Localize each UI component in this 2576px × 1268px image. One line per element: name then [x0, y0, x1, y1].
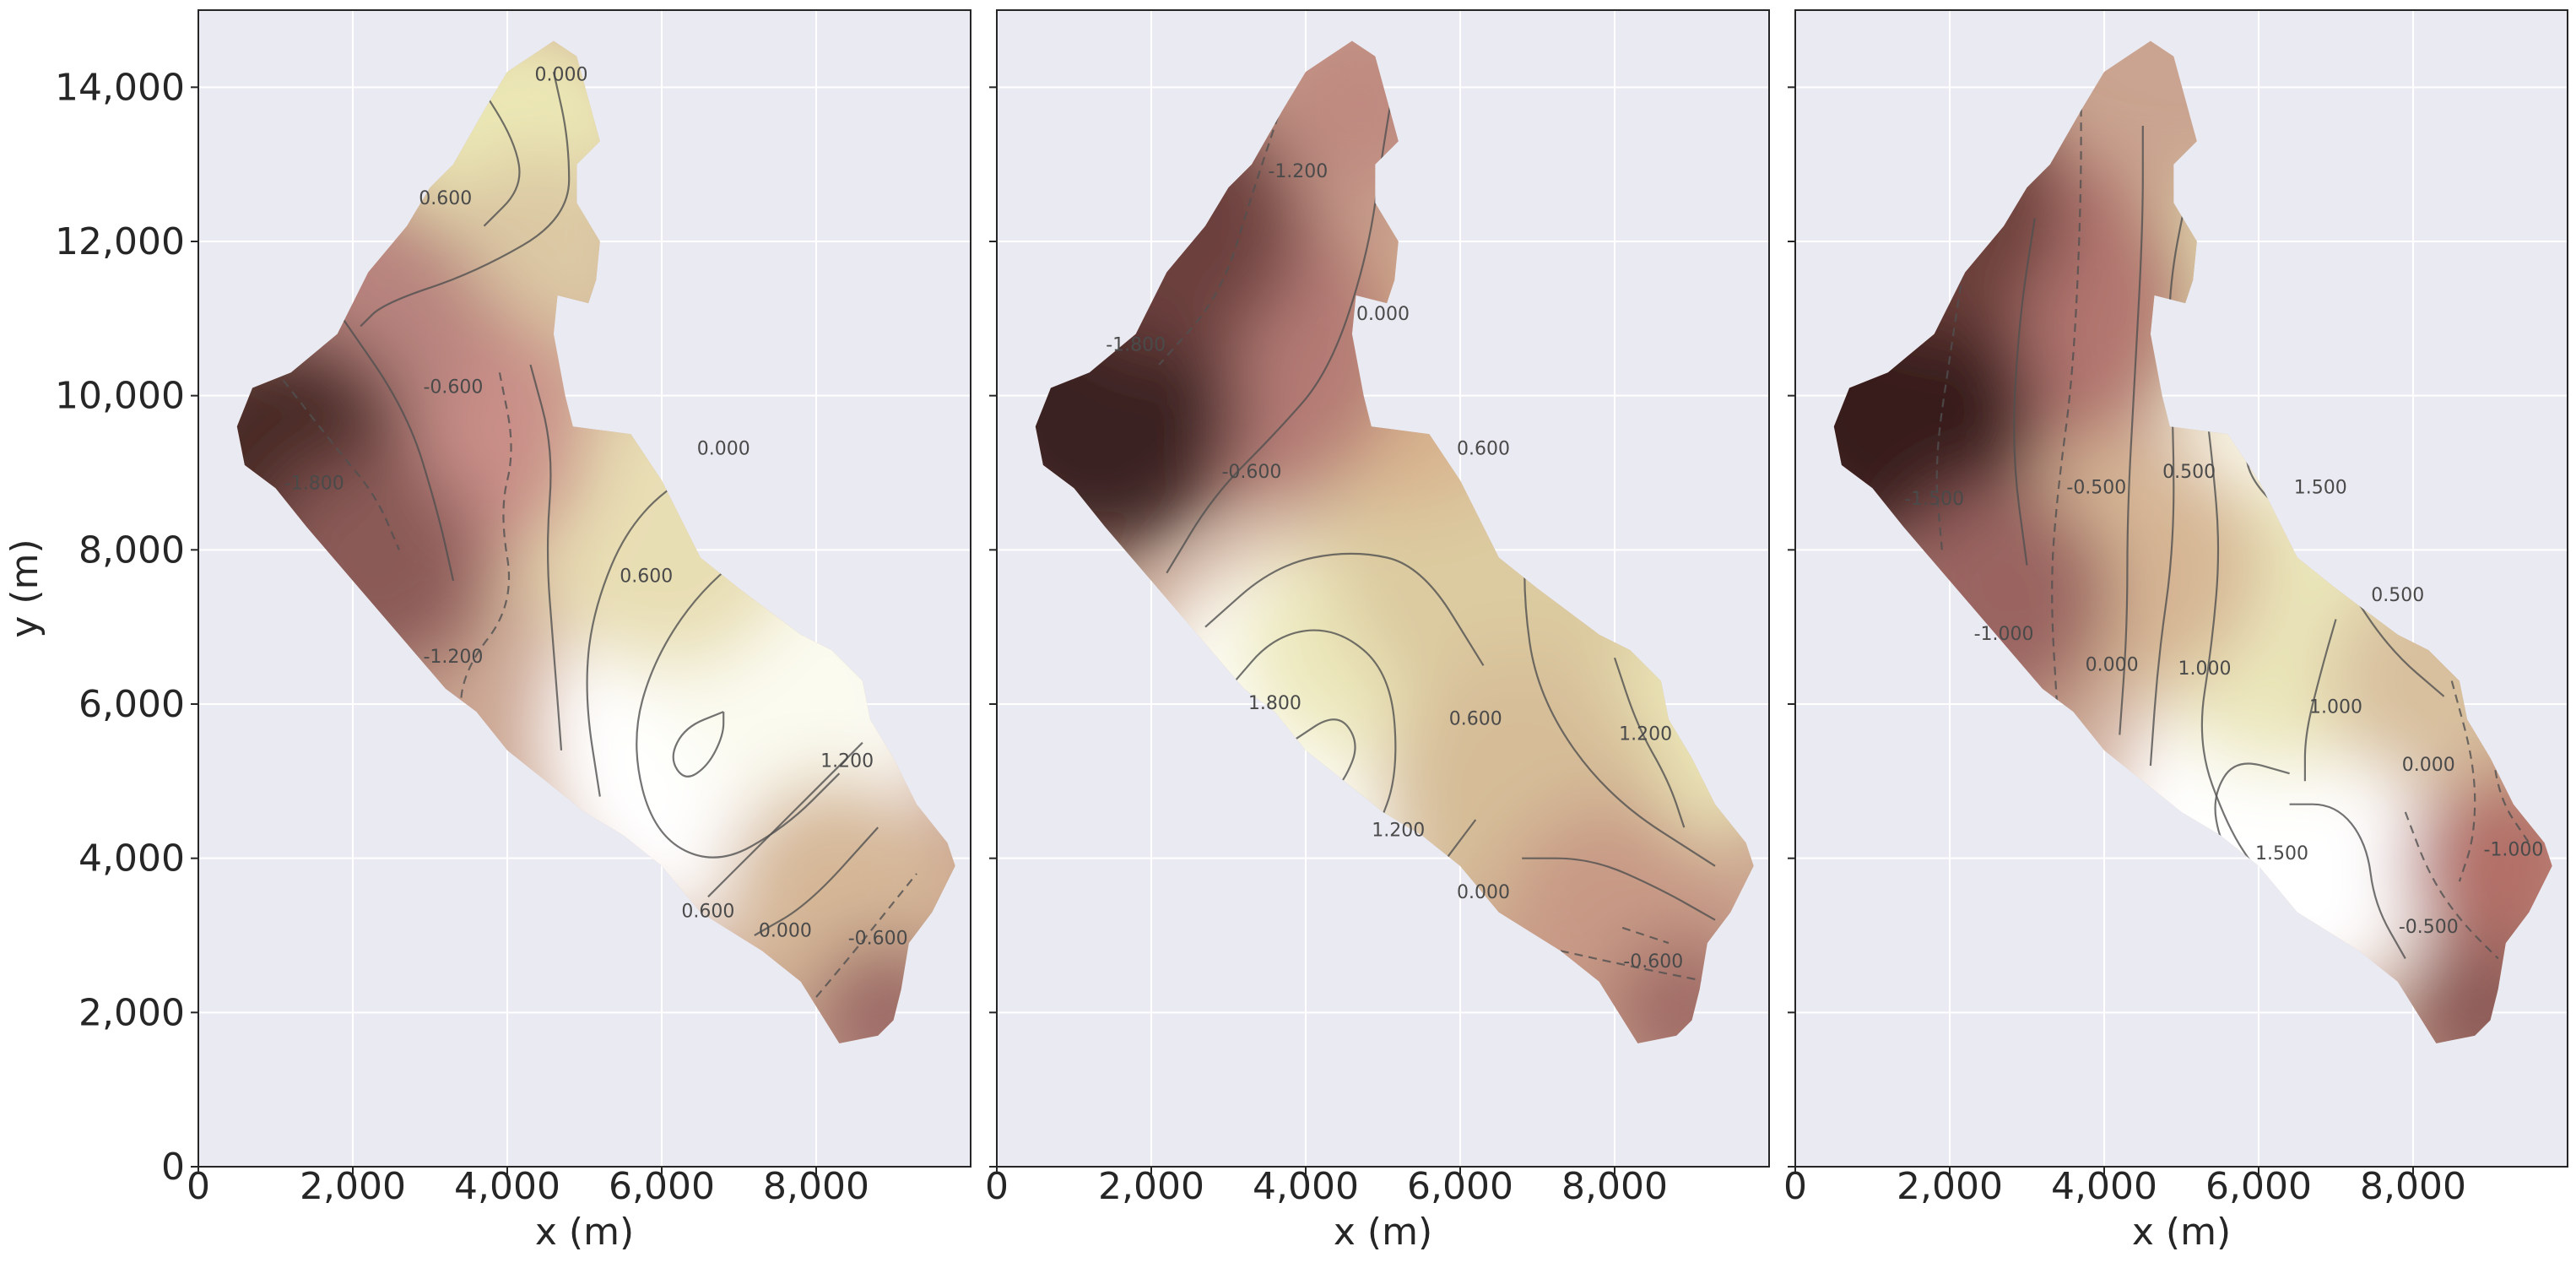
contour-line: [1158, 102, 1284, 366]
y-tick-label: 0: [161, 1146, 185, 1189]
y-tick-label: 10,000: [55, 375, 185, 418]
contour-label: -0.500: [2066, 477, 2126, 498]
contour-label: 0.000: [1356, 304, 1410, 325]
contour-label: -0.500: [2399, 917, 2459, 938]
contour-line: [815, 873, 917, 998]
contour-line: [2051, 79, 2082, 720]
x-tick-label: 2,000: [1897, 1165, 2003, 1208]
y-tick-label: 6,000: [78, 683, 185, 726]
contour-label: 0.600: [419, 188, 472, 209]
contour-label: -0.600: [1623, 951, 1683, 973]
contour-label: 0.000: [697, 439, 750, 460]
contour-label: -1.500: [1904, 489, 1964, 510]
contour-line: [754, 826, 879, 936]
x-tick-label: 8,000: [1561, 1165, 1668, 1208]
contour-line: [1204, 552, 1485, 666]
field-blob: [1833, 267, 2039, 555]
contour-label: 0.000: [2402, 755, 2455, 776]
contour-line: [1560, 950, 1708, 983]
contour-line: [1935, 257, 1967, 550]
contour-line: [1227, 629, 1397, 836]
contour-label: 0.600: [1449, 708, 1502, 729]
y-tick-label: 4,000: [78, 837, 185, 881]
x-tick-label: 8,000: [2360, 1165, 2466, 1208]
x-tick-label: 2,000: [300, 1165, 406, 1208]
x-tick-label: 6,000: [1407, 1165, 1513, 1208]
contour-label: 0.500: [2162, 462, 2216, 483]
contour-label: -1.800: [284, 474, 344, 495]
contour-label: 1.200: [1619, 724, 1672, 745]
contour-line: [2013, 218, 2036, 566]
y-tick-label: 12,000: [55, 220, 185, 263]
y-tick-label: 8,000: [78, 528, 185, 572]
contour-label: -1.000: [2483, 840, 2543, 861]
contour-line: [1621, 926, 1670, 945]
x-tick-label: 6,000: [2205, 1165, 2312, 1208]
contour-label: 1.800: [1248, 693, 1302, 714]
contour-line: [336, 310, 455, 582]
contour-line: [2119, 126, 2144, 735]
contour-label: 0.600: [620, 566, 673, 587]
contour-line: [2303, 619, 2337, 782]
x-tick-label: 0: [1783, 1165, 1807, 1208]
contour-line: [1290, 718, 1356, 805]
y-tick-label: 2,000: [78, 991, 185, 1034]
contour-line: [460, 372, 512, 735]
contour-line: [2289, 803, 2406, 959]
contour-label: 0.500: [2371, 585, 2424, 606]
contour-label: -1.200: [1268, 161, 1328, 182]
contour-label: -1.000: [1974, 624, 2034, 645]
contour-label: -0.600: [1221, 462, 1281, 483]
contour-label: 0.000: [535, 65, 588, 86]
contour-label: 1.500: [2255, 843, 2308, 864]
contour-line: [1613, 657, 1686, 828]
x-axis-label: x (m): [1334, 1211, 1432, 1254]
plot-frame: [996, 9, 1770, 1168]
contour-label: -1.200: [423, 647, 483, 668]
contour-label: 0.600: [681, 902, 734, 923]
contour-line: [1522, 857, 1716, 921]
x-tick-label: 6,000: [609, 1165, 715, 1208]
x-tick-label: 4,000: [2051, 1165, 2157, 1208]
panel-1: 0.000 0.600 -0.600 -1.800 0.000 0.600 -1.200 1.…: [3, 9, 971, 1254]
contour-label: -0.600: [848, 929, 908, 950]
plot-frame: [198, 9, 971, 1168]
y-axis-label: y (m): [3, 539, 46, 637]
contour-line: [672, 711, 725, 778]
x-tick-label: 4,000: [1253, 1165, 1359, 1208]
x-axis-label: x (m): [2132, 1211, 2231, 1254]
x-tick-label: 0: [187, 1165, 210, 1208]
x-tick-label: 0: [985, 1165, 1009, 1208]
contour-label: 0.600: [1457, 439, 1510, 460]
contour-label: 1.000: [2309, 697, 2362, 718]
contour-label: -1.800: [1106, 334, 1166, 355]
contour-label: 1.200: [820, 751, 874, 772]
contour-line: [360, 71, 571, 328]
x-tick-label: 4,000: [454, 1165, 560, 1208]
x-tick-label: 2,000: [1098, 1165, 1204, 1208]
panel-2: -1.200 0.000 -1.800 0.600 -0.600 1.800 0.600 1.…: [985, 9, 1770, 1254]
contour-line: [529, 364, 563, 751]
contour-line: [707, 741, 863, 898]
plot-frame: [1794, 9, 2568, 1168]
contour-line: [2450, 680, 2476, 882]
panel-3: -1.500 -0.500 0.500 1.500 0.500 -1.000 0.000 1.…: [1783, 9, 2568, 1254]
contour-line: [1166, 56, 1399, 574]
y-tick-label: 14,000: [55, 66, 185, 109]
contour-label: 0.000: [1457, 882, 1510, 903]
contour-label: -0.600: [423, 377, 483, 398]
contour-label: 0.000: [2086, 654, 2139, 675]
x-axis-label: x (m): [535, 1211, 634, 1254]
contour-line: [282, 379, 400, 550]
x-tick-label: 8,000: [763, 1165, 869, 1208]
contour-label: 1.200: [1372, 821, 1425, 842]
contour-label: 1.000: [2178, 658, 2231, 680]
contour-label: 0.000: [759, 920, 812, 941]
contour-label: 1.500: [2294, 477, 2347, 498]
